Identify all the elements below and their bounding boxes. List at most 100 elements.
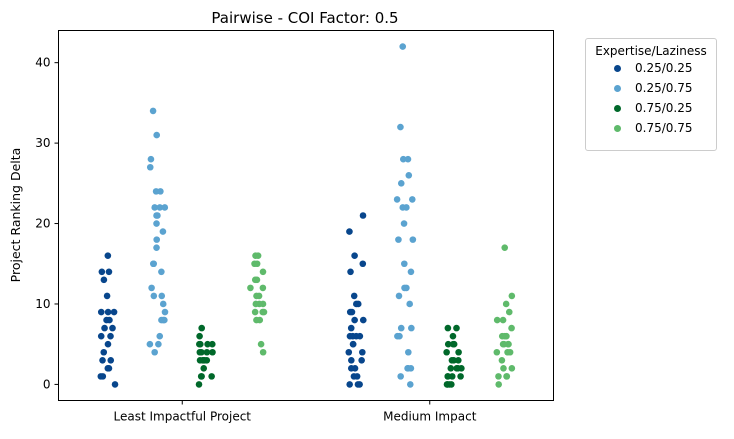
data-point xyxy=(455,348,462,356)
data-point xyxy=(204,340,211,348)
data-point xyxy=(395,292,403,300)
data-point xyxy=(449,332,457,340)
data-point xyxy=(146,163,154,171)
data-point xyxy=(151,348,158,356)
data-point xyxy=(346,228,353,235)
data-point xyxy=(103,292,111,300)
data-point xyxy=(400,220,408,227)
data-point xyxy=(252,252,259,260)
data-point xyxy=(453,324,460,332)
data-point xyxy=(508,292,516,300)
data-point xyxy=(499,340,507,348)
data-point xyxy=(359,316,367,324)
data-point xyxy=(259,348,267,356)
data-point xyxy=(504,348,511,356)
data-point xyxy=(196,332,203,340)
data-point xyxy=(159,300,167,308)
data-point xyxy=(103,316,110,324)
data-point xyxy=(347,324,355,332)
data-point xyxy=(253,292,260,300)
data-point xyxy=(349,340,357,348)
data-point xyxy=(399,155,407,163)
data-point xyxy=(198,324,205,332)
data-point xyxy=(508,365,516,372)
data-point xyxy=(159,228,167,235)
data-point xyxy=(109,324,116,332)
data-point xyxy=(508,324,515,332)
data-point xyxy=(111,381,119,388)
data-point xyxy=(147,155,155,163)
data-point xyxy=(444,373,452,380)
data-point xyxy=(444,340,452,348)
data-point xyxy=(498,332,506,340)
legend-label: 0.25/0.25 xyxy=(635,61,693,75)
data-point xyxy=(502,300,510,308)
data-point xyxy=(359,212,367,219)
data-point xyxy=(406,300,413,308)
data-point xyxy=(158,292,166,300)
data-point xyxy=(257,340,265,348)
data-point xyxy=(157,188,164,195)
data-point xyxy=(198,373,205,380)
data-point xyxy=(97,373,105,380)
data-point xyxy=(196,340,203,348)
data-point xyxy=(149,107,157,115)
data-point xyxy=(397,123,404,131)
y-tick-label: 30 xyxy=(35,136,50,150)
x-tick-label: Least Impactful Project xyxy=(113,410,251,424)
data-point xyxy=(495,381,502,388)
data-point xyxy=(500,365,507,372)
data-point xyxy=(401,284,408,292)
data-point xyxy=(408,324,415,332)
data-point xyxy=(146,340,154,348)
data-point xyxy=(399,43,407,50)
data-point xyxy=(247,284,254,292)
data-point xyxy=(158,268,165,276)
data-point xyxy=(347,365,355,372)
y-tick-label: 40 xyxy=(35,56,50,70)
data-point xyxy=(149,260,157,268)
y-axis-label: Project Ranking Delta xyxy=(8,148,23,283)
data-point xyxy=(155,340,162,348)
data-point xyxy=(397,180,405,187)
data-point xyxy=(156,204,164,211)
data-point xyxy=(104,340,112,348)
data-point xyxy=(148,284,155,292)
data-point xyxy=(110,308,118,316)
data-point xyxy=(107,332,114,340)
data-point xyxy=(161,204,169,211)
data-point xyxy=(153,236,161,243)
data-point xyxy=(153,244,160,251)
data-point xyxy=(259,284,267,292)
data-point xyxy=(351,316,358,324)
data-point xyxy=(455,356,462,364)
legend-item: 0.25/0.75 xyxy=(586,78,716,98)
legend-label: 0.25/0.75 xyxy=(635,81,693,95)
data-point xyxy=(443,381,451,388)
data-point xyxy=(396,332,403,340)
data-point xyxy=(105,268,113,276)
data-point xyxy=(104,252,112,260)
data-point xyxy=(443,348,450,356)
y-tick-label: 10 xyxy=(35,297,50,311)
data-point xyxy=(252,300,260,308)
data-point xyxy=(107,356,115,364)
y-tick-label: 20 xyxy=(35,217,50,231)
data-point xyxy=(403,204,410,211)
data-point xyxy=(409,236,417,243)
data-point xyxy=(154,212,161,219)
data-point xyxy=(203,348,211,356)
data-point xyxy=(407,268,415,276)
data-point xyxy=(256,316,264,324)
data-point xyxy=(153,220,160,227)
data-point xyxy=(259,308,266,316)
data-point xyxy=(350,292,358,300)
legend: Expertise/Laziness 0.25/0.25 0.25/0.75 0.7… xyxy=(585,38,717,151)
data-point xyxy=(393,196,401,203)
data-point xyxy=(447,365,455,372)
data-point xyxy=(208,373,215,380)
legend-marker-icon xyxy=(614,64,621,72)
data-point xyxy=(449,340,457,348)
